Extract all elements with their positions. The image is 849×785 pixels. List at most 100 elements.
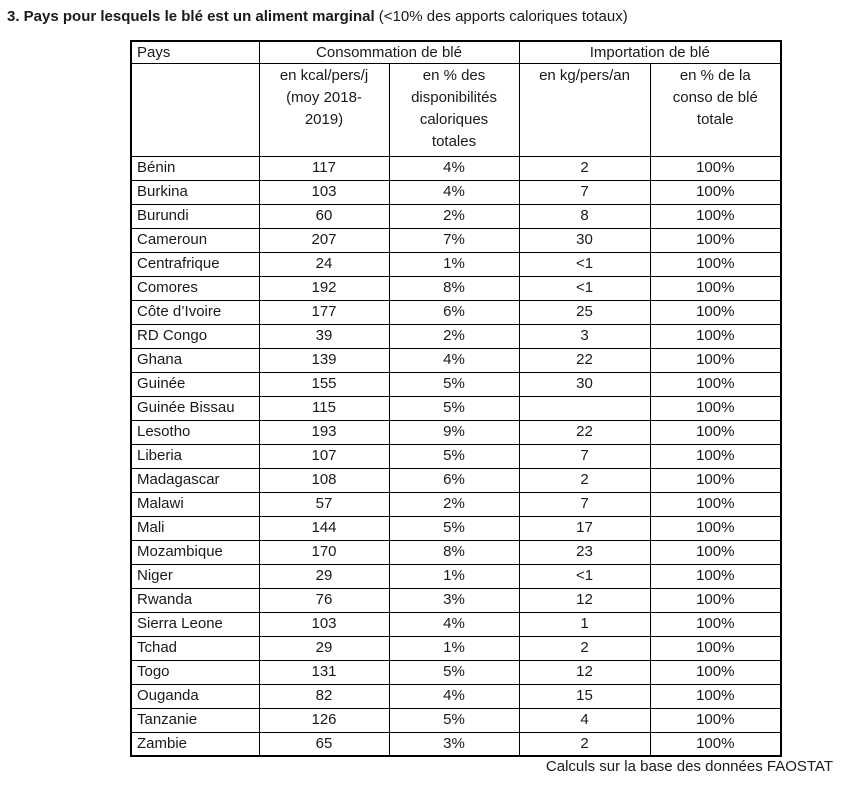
cell-pct-dispo: 5% <box>388 515 520 541</box>
cell-pct-conso: 100% <box>649 659 782 685</box>
cell-kcal: 76 <box>258 587 390 613</box>
cell-pct-conso: 100% <box>649 323 782 349</box>
cell-pct-dispo: 4% <box>388 611 520 637</box>
table-row: Liberia 107 5% 7 100% <box>130 443 782 469</box>
cell-kcal: 192 <box>258 275 390 301</box>
header-empty-cell <box>130 62 260 157</box>
header-row-groups: Pays Consommation de blé Importation de … <box>130 40 782 64</box>
table-row: Mozambique 170 8% 23 100% <box>130 539 782 565</box>
table-row: Niger 29 1% <1 100% <box>130 563 782 589</box>
header-sub-pct-dispo: en % des disponibilités caloriques total… <box>388 62 520 157</box>
cell-kg: 7 <box>518 491 651 517</box>
cell-pct-conso: 100% <box>649 491 782 517</box>
cell-pays: Liberia <box>130 443 260 469</box>
cell-kcal: 131 <box>258 659 390 685</box>
table-row: Burundi 60 2% 8 100% <box>130 203 782 229</box>
cell-pct-conso: 100% <box>649 731 782 757</box>
table-row: Malawi 57 2% 7 100% <box>130 491 782 517</box>
table-row: Tanzanie 126 5% 4 100% <box>130 707 782 733</box>
cell-kcal: 207 <box>258 227 390 253</box>
cell-pays: Tanzanie <box>130 707 260 733</box>
table-row: Guinée Bissau 115 5% 100% <box>130 395 782 421</box>
table-row: Centrafrique 24 1% <1 100% <box>130 251 782 277</box>
cell-pct-conso: 100% <box>649 395 782 421</box>
cell-pays: Côte d’Ivoire <box>130 299 260 325</box>
cell-pct-dispo: 7% <box>388 227 520 253</box>
cell-kg: 12 <box>518 587 651 613</box>
cell-pct-conso: 100% <box>649 635 782 661</box>
cell-kg: 30 <box>518 227 651 253</box>
cell-pct-dispo: 4% <box>388 179 520 205</box>
cell-kg: 3 <box>518 323 651 349</box>
cell-pays: Sierra Leone <box>130 611 260 637</box>
cell-kg: 8 <box>518 203 651 229</box>
header-group-consommation: Consommation de blé <box>258 40 520 64</box>
cell-pays: Rwanda <box>130 587 260 613</box>
cell-kcal: 177 <box>258 299 390 325</box>
cell-kcal: 103 <box>258 611 390 637</box>
cell-pct-conso: 100% <box>649 611 782 637</box>
cell-pct-dispo: 2% <box>388 323 520 349</box>
table-row: Bénin 117 4% 2 100% <box>130 155 782 181</box>
cell-kcal: 139 <box>258 347 390 373</box>
cell-kg: 7 <box>518 179 651 205</box>
table-row: Ghana 139 4% 22 100% <box>130 347 782 373</box>
cell-kcal: 65 <box>258 731 390 757</box>
cell-pays: Burundi <box>130 203 260 229</box>
cell-kg: 22 <box>518 347 651 373</box>
cell-pct-conso: 100% <box>649 467 782 493</box>
cell-pct-conso: 100% <box>649 251 782 277</box>
cell-kcal: 57 <box>258 491 390 517</box>
table-row: Rwanda 76 3% 12 100% <box>130 587 782 613</box>
table-row: Togo 131 5% 12 100% <box>130 659 782 685</box>
cell-pct-dispo: 5% <box>388 371 520 397</box>
cell-kg: <1 <box>518 563 651 589</box>
cell-pays: Togo <box>130 659 260 685</box>
table-row: Tchad 29 1% 2 100% <box>130 635 782 661</box>
cell-kcal: 39 <box>258 323 390 349</box>
cell-pct-dispo: 6% <box>388 467 520 493</box>
header-sub-kg: en kg/pers/an <box>518 62 651 157</box>
cell-kg: <1 <box>518 275 651 301</box>
cell-kg: 2 <box>518 155 651 181</box>
cell-pays: Niger <box>130 563 260 589</box>
cell-pays: Lesotho <box>130 419 260 445</box>
cell-kcal: 126 <box>258 707 390 733</box>
cell-kcal: 107 <box>258 443 390 469</box>
cell-pct-dispo: 1% <box>388 635 520 661</box>
cell-pct-dispo: 3% <box>388 587 520 613</box>
cell-pct-dispo: 5% <box>388 707 520 733</box>
header-row-subcolumns: en kcal/pers/j (moy 2018- 2019) en % des… <box>130 62 782 157</box>
cell-pays: Zambie <box>130 731 260 757</box>
cell-pct-dispo: 6% <box>388 299 520 325</box>
cell-kg: 23 <box>518 539 651 565</box>
cell-pct-conso: 100% <box>649 587 782 613</box>
cell-kg: 15 <box>518 683 651 709</box>
cell-pays: Burkina <box>130 179 260 205</box>
table-row: Comores 192 8% <1 100% <box>130 275 782 301</box>
table-row: Zambie 65 3% 2 100% <box>130 731 782 757</box>
header-group-importation: Importation de blé <box>518 40 782 64</box>
cell-pct-dispo: 1% <box>388 563 520 589</box>
header-pays: Pays <box>130 40 260 64</box>
table-row: Madagascar 108 6% 2 100% <box>130 467 782 493</box>
table-row: Mali 144 5% 17 100% <box>130 515 782 541</box>
table-row: Ouganda 82 4% 15 100% <box>130 683 782 709</box>
cell-kg: 12 <box>518 659 651 685</box>
cell-pct-conso: 100% <box>649 371 782 397</box>
cell-pct-dispo: 8% <box>388 275 520 301</box>
cell-pays: Ghana <box>130 347 260 373</box>
cell-pct-dispo: 8% <box>388 539 520 565</box>
page-title: 3. Pays pour lesquels le blé est un alim… <box>7 7 628 26</box>
cell-kg: 30 <box>518 371 651 397</box>
cell-pct-conso: 100% <box>649 155 782 181</box>
table-row: Lesotho 193 9% 22 100% <box>130 419 782 445</box>
cell-pct-conso: 100% <box>649 443 782 469</box>
cell-pct-dispo: 4% <box>388 347 520 373</box>
table-header: Pays Consommation de blé Importation de … <box>130 40 782 157</box>
cell-pct-dispo: 9% <box>388 419 520 445</box>
cell-kg: <1 <box>518 251 651 277</box>
table-row: Cameroun 207 7% 30 100% <box>130 227 782 253</box>
cell-pct-dispo: 4% <box>388 155 520 181</box>
